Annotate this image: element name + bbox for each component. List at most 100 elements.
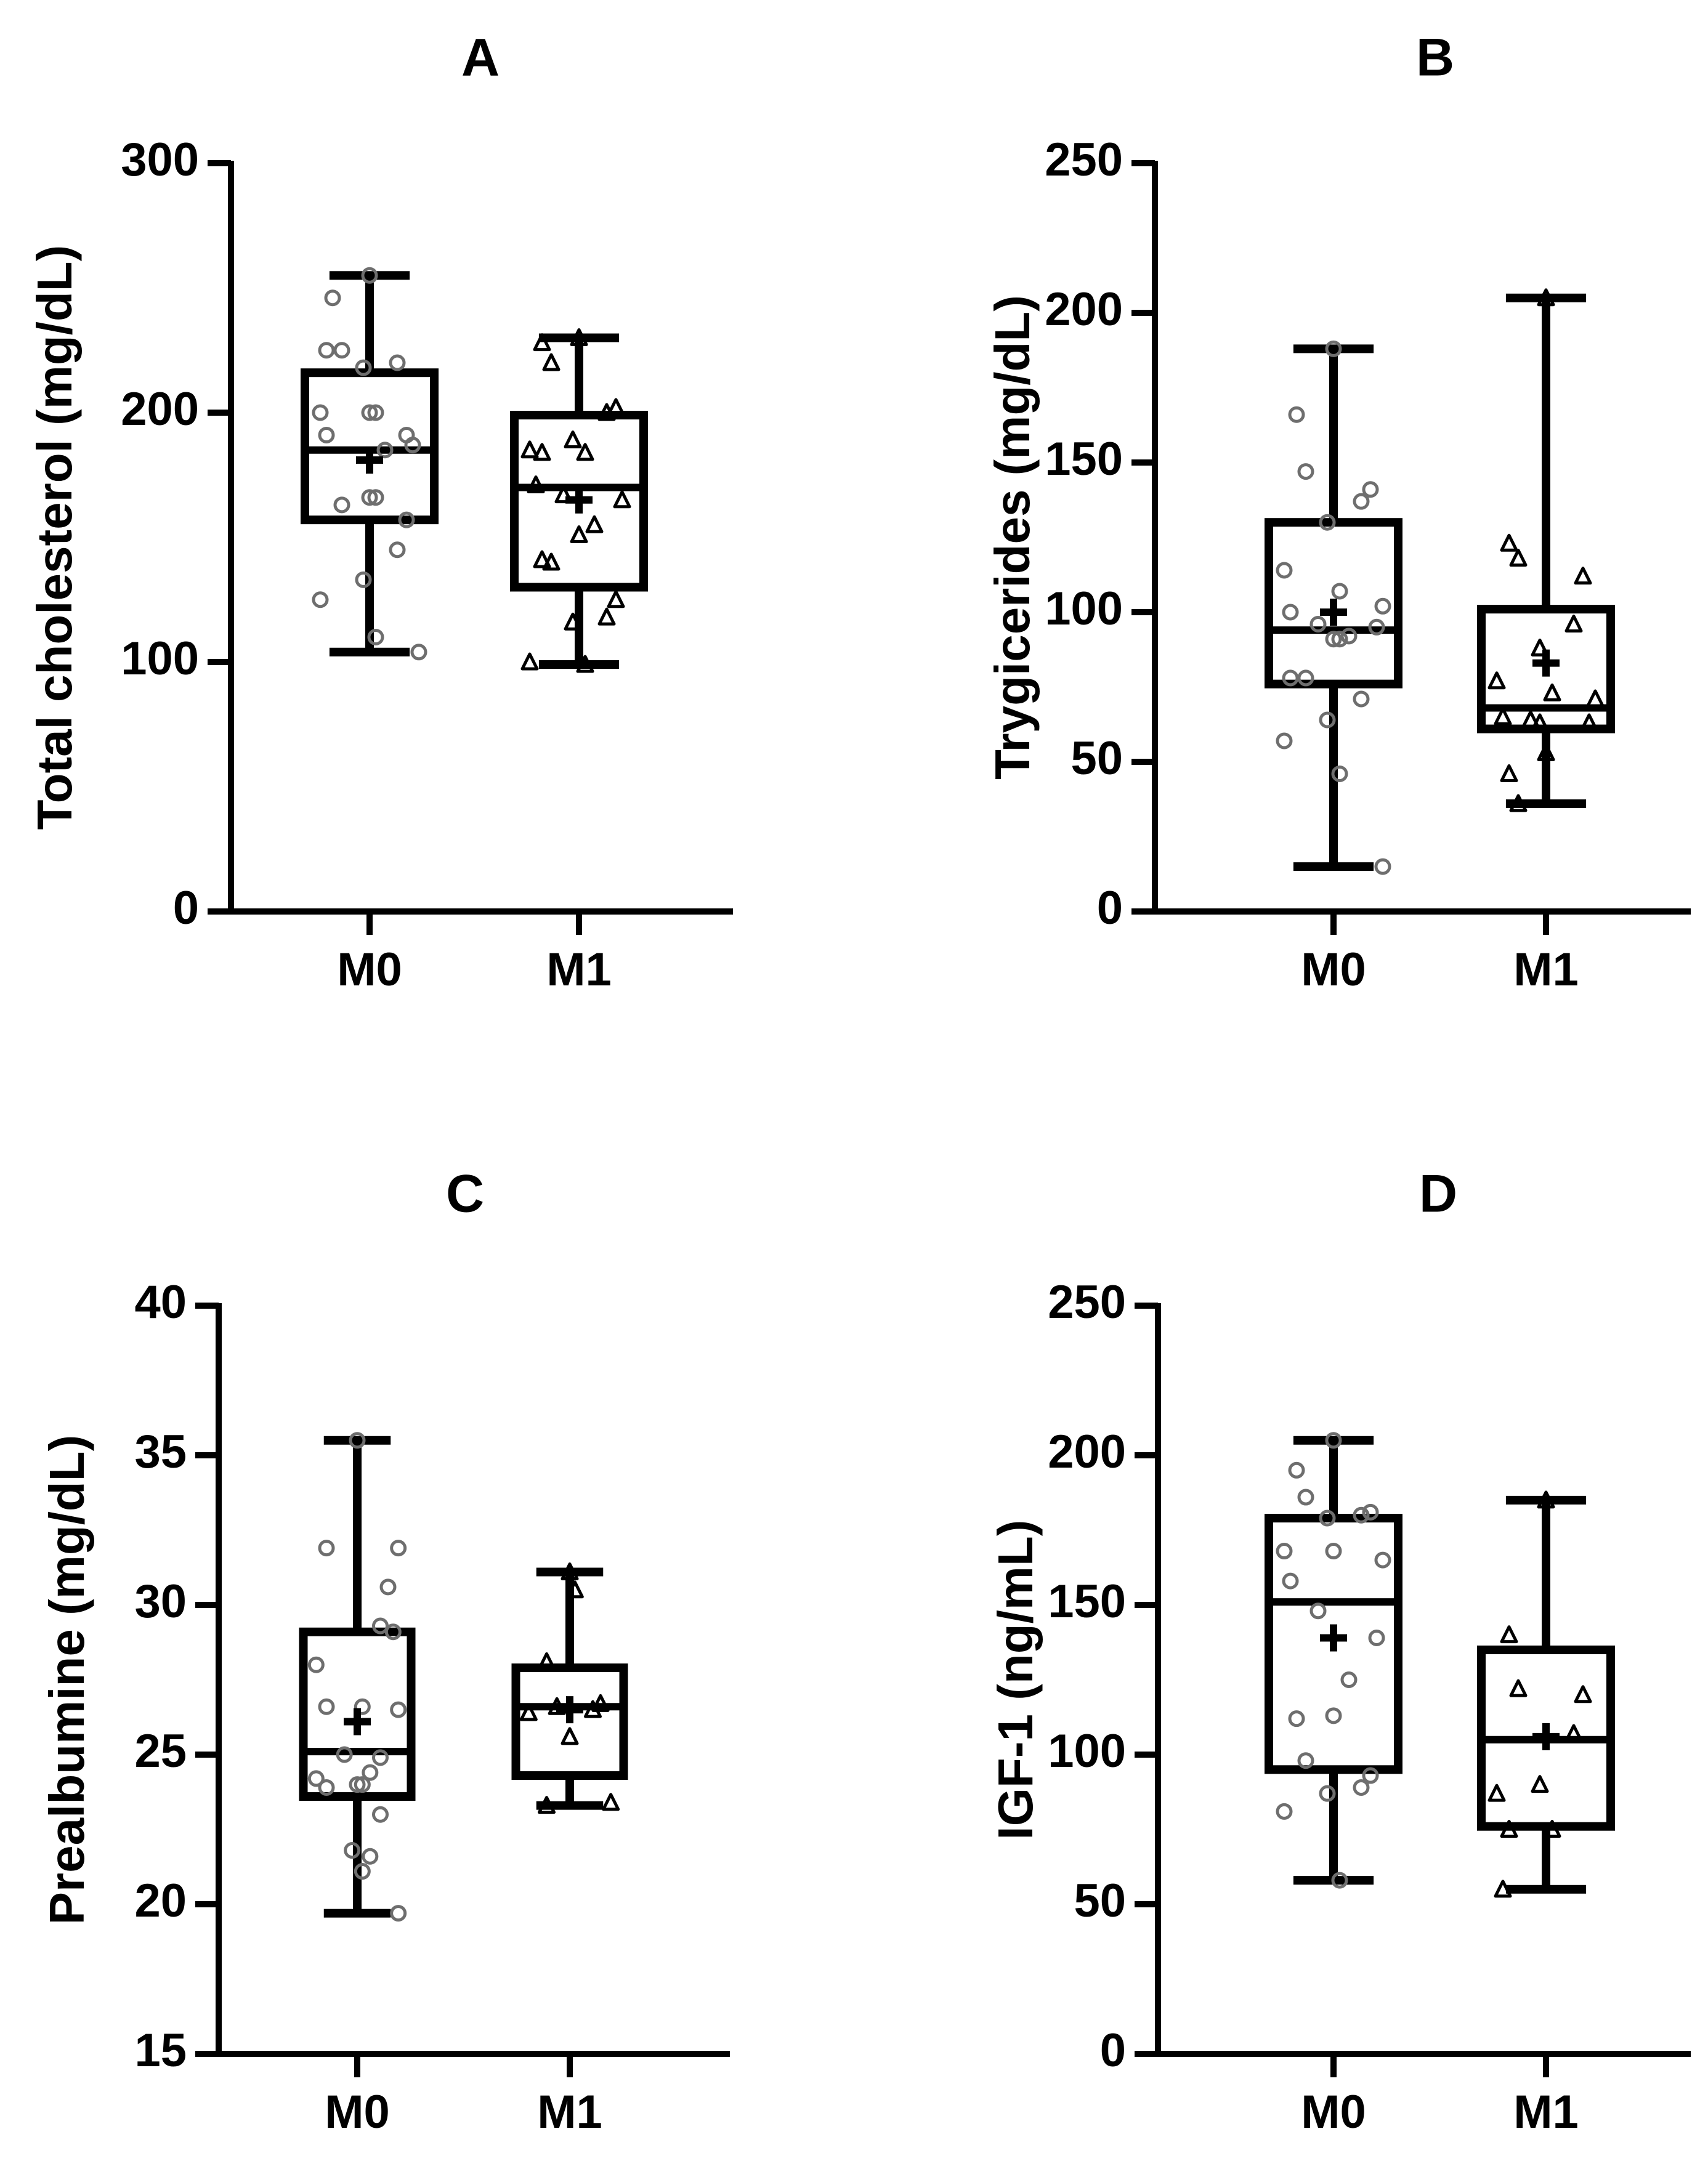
data-point — [1331, 583, 1348, 600]
y-tick-label: 250 — [1045, 134, 1123, 186]
data-point — [533, 443, 551, 461]
data-point — [1297, 463, 1314, 480]
data-point — [354, 1776, 371, 1793]
data-point — [1331, 765, 1348, 782]
data-point — [336, 1746, 353, 1763]
data-point — [389, 354, 406, 371]
data-point — [349, 1432, 366, 1449]
x-tick-label: M1 — [537, 2086, 602, 2138]
data-point — [318, 1540, 335, 1557]
x-tick-label: M0 — [337, 944, 402, 996]
data-point — [1325, 1707, 1342, 1724]
data-point — [333, 496, 350, 514]
series-M0: M0 — [301, 267, 439, 996]
x-tick-label: M0 — [325, 2086, 390, 2138]
series-M1: M1 — [1477, 288, 1615, 996]
data-point — [1282, 604, 1299, 621]
data-point — [367, 404, 384, 421]
data-point — [570, 328, 588, 346]
panel-A: A Total cholesterol (mg/dL) 0 100 200 300 M0 M1 — [27, 28, 733, 996]
data-point — [1586, 689, 1605, 708]
data-point — [1362, 1503, 1379, 1521]
data-point — [1276, 1543, 1293, 1560]
data-point — [1521, 710, 1540, 729]
data-point — [1309, 615, 1327, 632]
data-point — [354, 1698, 371, 1715]
y-axis-label: IGF-1 (ng/mL) — [988, 1520, 1043, 1840]
data-point — [324, 289, 341, 307]
data-point — [362, 1764, 379, 1781]
y-tick-label: 0 — [1097, 882, 1123, 934]
data-point — [1580, 713, 1598, 732]
data-point — [607, 590, 625, 608]
series-M0: M0 — [1265, 340, 1402, 996]
data-point — [390, 1905, 407, 1922]
data-point — [1537, 743, 1555, 761]
data-point — [384, 1623, 402, 1641]
data-point — [372, 1806, 389, 1823]
y-tick-label: 200 — [1048, 1426, 1126, 1478]
x-tick-label: M0 — [1301, 2086, 1366, 2138]
data-point — [520, 652, 539, 671]
data-point — [527, 475, 545, 493]
data-point — [1537, 288, 1555, 307]
y-tick-label: 50 — [1074, 1875, 1126, 1927]
series-M1: M1 — [1477, 1490, 1615, 2138]
data-point — [1297, 1752, 1314, 1769]
y-tick-label: 100 — [1045, 583, 1123, 635]
data-point — [333, 342, 350, 359]
panel-B: B Trygicerides (mg/dL) 0 50 100 150 200 250 M0 M1 — [985, 28, 1691, 996]
data-point — [1494, 707, 1512, 725]
box — [511, 1663, 628, 1780]
data-point — [1509, 549, 1528, 567]
data-point — [1564, 1724, 1583, 1742]
data-point — [1500, 764, 1518, 782]
y-axis-label: Total cholesterol (mg/dL) — [27, 245, 82, 830]
data-point — [1487, 671, 1506, 690]
y-tick-label: 250 — [1048, 1276, 1126, 1328]
data-point — [538, 1652, 556, 1670]
data-point — [1276, 562, 1293, 579]
y-tick-label: 100 — [1048, 1725, 1126, 1777]
data-point — [390, 1701, 407, 1718]
data-point — [519, 1703, 538, 1721]
x-tick-label: M0 — [1301, 944, 1366, 996]
data-point — [1362, 481, 1379, 498]
data-point — [1574, 567, 1592, 585]
data-point — [613, 490, 631, 509]
data-point — [1297, 1489, 1314, 1506]
data-point — [1353, 493, 1370, 510]
data-point — [318, 1698, 335, 1715]
data-point — [1509, 794, 1528, 812]
data-point — [1487, 1784, 1506, 1802]
x-tick-label: M1 — [1513, 2086, 1579, 2138]
data-point — [367, 629, 384, 645]
data-point — [1537, 1490, 1555, 1509]
data-point — [533, 550, 551, 568]
data-point — [1353, 690, 1370, 708]
data-point — [1331, 631, 1348, 648]
data-point — [1374, 858, 1391, 875]
data-point — [372, 1749, 389, 1766]
y-axis-label: Prealbumine (mg/dL) — [39, 1435, 94, 1925]
y-tick-label: 20 — [134, 1875, 187, 1927]
data-point — [1531, 1775, 1549, 1793]
data-point — [1368, 618, 1385, 636]
data-point — [1319, 1785, 1336, 1802]
data-point — [1368, 1629, 1385, 1646]
data-point — [1500, 1625, 1518, 1644]
data-point — [520, 440, 539, 459]
y-tick-label: 25 — [134, 1725, 187, 1777]
data-point — [1374, 597, 1391, 615]
data-point — [410, 644, 427, 661]
data-point — [312, 404, 329, 421]
data-point — [1509, 1679, 1528, 1697]
data-point — [362, 1848, 379, 1865]
series-M0: M0 — [1265, 1432, 1402, 2138]
y-tick-label: 40 — [134, 1276, 187, 1328]
data-point — [565, 1580, 584, 1599]
data-point — [1331, 1872, 1348, 1889]
data-point — [1500, 1820, 1518, 1838]
data-point — [398, 511, 415, 528]
